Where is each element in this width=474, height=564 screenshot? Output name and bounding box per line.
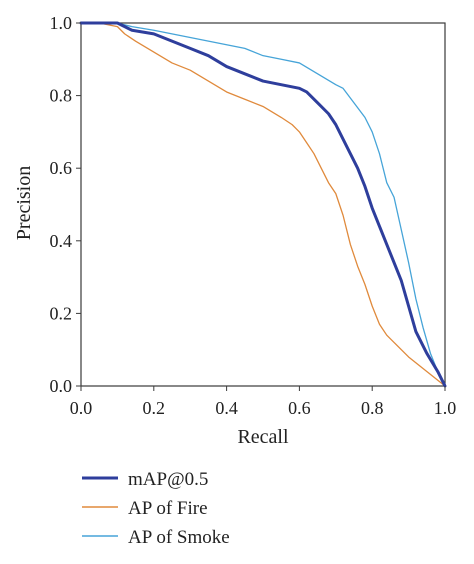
x-tick-label: 0.2 [143,398,166,418]
y-axis-label: Precision [13,166,35,240]
y-tick-label: 1.0 [50,13,73,33]
series-layer [79,21,447,388]
legend-label: mAP@0.5 [128,469,208,490]
legend: mAP@0.5 AP of Fire AP of Smoke [82,469,230,548]
legend-label: AP of Fire [128,498,208,519]
x-tick-label: 0.0 [70,398,93,418]
x-tick-label: 1.0 [434,398,457,418]
y-tick-label: 0.8 [50,86,73,106]
y-tick-label: 0.0 [50,376,73,396]
series-line-map-0-5 [79,21,447,388]
y-tick-label: 0.2 [50,303,73,323]
legend-label: AP of Smoke [128,527,230,548]
plot-border [80,22,446,387]
x-axis-ticks: 0.0 0.2 0.4 0.6 0.8 1.0 [70,386,457,418]
series-line-ap-of-fire [80,22,446,387]
series-line-ap-of-smoke [80,22,446,387]
y-tick-label: 0.6 [50,158,73,178]
x-tick-label: 0.4 [215,398,238,418]
y-axis-ticks: 0.0 0.2 0.4 0.6 0.8 1.0 [50,13,81,396]
plot-frame [80,22,446,387]
y-tick-label: 0.4 [50,231,73,251]
x-axis-label: Recall [237,426,289,448]
x-tick-label: 0.8 [361,398,384,418]
x-tick-label: 0.6 [288,398,311,418]
